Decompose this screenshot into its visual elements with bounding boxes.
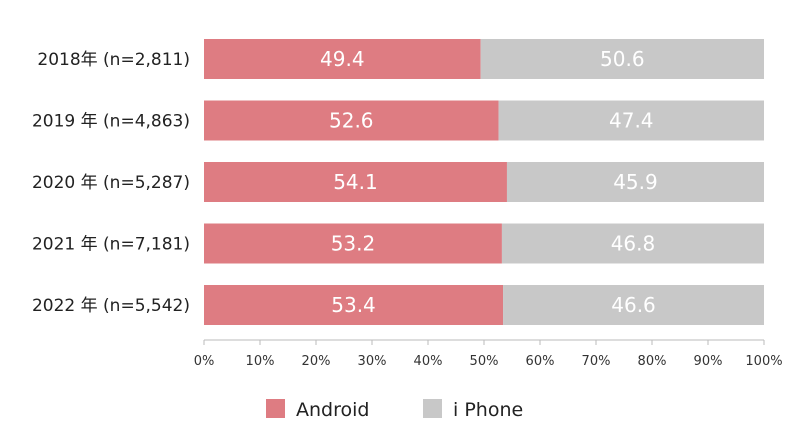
data-label: 45.9 [613, 170, 658, 194]
category-label: 2022 年 (n=5,542) [32, 296, 190, 316]
data-label: 53.2 [331, 232, 376, 256]
bar-row: 2021 年 (n=7,181) 53.2 46.8 [32, 223, 764, 264]
data-label: 53.4 [331, 293, 376, 317]
category-label: 2020 年 (n=5,287) [32, 173, 190, 193]
bar-row: 2019 年 (n=4,863) 52.6 47.4 [32, 100, 764, 141]
x-tick-label: 60% [526, 354, 555, 369]
bar-row: 2022 年 (n=5,542) 53.4 46.6 [32, 285, 764, 325]
legend-label: Android [296, 399, 369, 421]
legend-swatch [266, 399, 285, 418]
axis-layer: 0% 10% 20% 30% 40% 50% 60% 70% 80% 90% 100% [194, 339, 783, 369]
iphone-bar-segment [506, 162, 764, 202]
legend-swatch [423, 399, 442, 418]
data-label: 46.8 [611, 232, 656, 256]
data-label: 54.1 [333, 170, 378, 194]
data-label: 47.4 [609, 109, 654, 133]
x-tick-label: 0% [194, 354, 215, 369]
android-bar-segment [204, 223, 502, 264]
x-tick-label: 80% [638, 354, 667, 369]
x-tick-label: 10% [246, 354, 275, 369]
legend-item: Android [266, 399, 369, 421]
data-label: 46.6 [611, 293, 656, 317]
x-tick-label: 20% [302, 354, 331, 369]
x-tick-label: 30% [358, 354, 387, 369]
data-label: 49.4 [320, 47, 365, 71]
iphone-bar-segment [498, 100, 764, 141]
android-bar-segment [204, 285, 504, 325]
bar-row: 2020 年 (n=5,287) 54.1 45.9 [32, 162, 764, 202]
iphone-bar-segment [501, 223, 764, 264]
bar-row: 2018年 (n=2,811) 49.4 50.6 [37, 39, 764, 79]
android-bar-segment [204, 39, 481, 79]
iphone-bar-segment [480, 39, 764, 79]
category-label: 2018年 (n=2,811) [37, 50, 190, 70]
x-tick-label: 50% [470, 354, 499, 369]
android-bar-segment [204, 162, 507, 202]
android-bar-segment [204, 100, 499, 141]
x-tick-label: 100% [745, 354, 782, 369]
bars-layer: 2018年 (n=2,811) 49.4 50.6 2019 年 (n=4,863) 5… [32, 39, 764, 325]
category-label: 2019 年 (n=4,863) [32, 112, 190, 132]
x-tick-label: 40% [414, 354, 443, 369]
data-label: 50.6 [600, 47, 645, 71]
category-label: 2021 年 (n=7,181) [32, 235, 190, 255]
x-tick-label: 70% [582, 354, 611, 369]
x-tick-label: 90% [694, 354, 723, 369]
legend-label: i Phone [453, 399, 523, 421]
legend: Android i Phone [266, 399, 523, 421]
iphone-bar-segment [503, 285, 764, 325]
data-label: 52.6 [329, 109, 374, 133]
legend-item: i Phone [423, 399, 523, 421]
